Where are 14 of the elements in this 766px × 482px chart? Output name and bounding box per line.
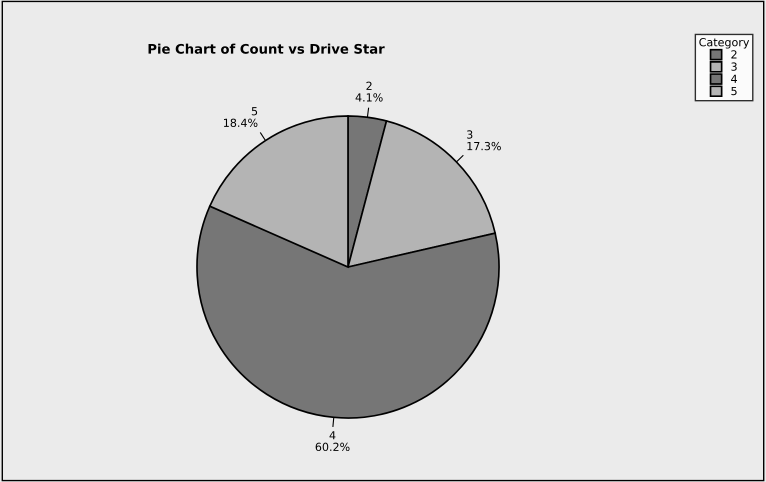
legend-label: 5 [731,86,737,96]
data-label: 4.1% [356,93,383,102]
data-label: 18.4% [224,118,258,127]
legend-label: 3 [731,62,737,71]
slice-label: 3 [467,130,472,139]
data-label: 60.2% [316,442,350,452]
text: Pie Chart of Count vs Drive Star [148,44,385,54]
slice-label: 5 [252,107,258,116]
slice-label: 4 [330,431,336,440]
legend-title: Category [699,38,750,49]
legend-label: 4 [731,74,737,83]
legend-label: 2 [731,50,736,58]
data-label: 17.3% [467,142,501,150]
slice-label: 2 [366,82,372,90]
